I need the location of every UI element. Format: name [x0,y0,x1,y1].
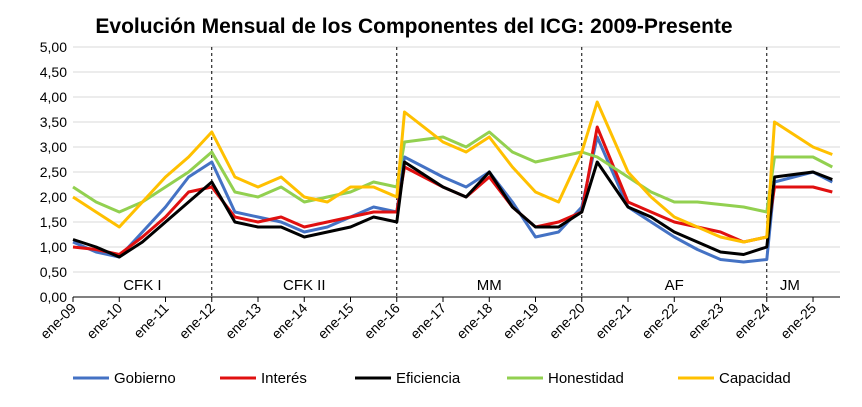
series-line-eficiencia [72,160,833,259]
legend-label: Gobierno [114,370,176,387]
period-label: JM [780,277,800,294]
period-label: AF [665,277,684,294]
x-tick-label: ene-21 [592,300,634,342]
x-axis: ene-09 ene-10 ene-11 ene-12 ene-13 ene-14 ene-… [37,296,840,342]
y-tick-label: 4,50 [40,64,67,80]
y-tick-label: 2,00 [40,189,67,205]
legend-label: Interés [261,370,307,387]
y-tick-label: 5,00 [40,39,67,55]
x-tick-label: ene-16 [361,300,403,342]
series-line-capacidad [72,100,833,244]
x-tick-label: ene-10 [83,300,125,342]
y-tick-label: 4,00 [40,89,67,105]
x-tick-label: ene-19 [499,300,541,342]
x-tick-label: ene-14 [268,300,310,342]
y-axis-ticks: 0,00 0,50 1,00 1,50 2,00 2,50 3,00 3,50 4,00 4,50… [40,39,67,305]
x-tick-label: ene-09 [37,300,79,342]
gridlines [73,46,840,298]
x-tick-label: ene-17 [407,300,449,342]
period-label: CFK I [123,277,161,294]
x-tick-label: ene-22 [638,300,680,342]
series-line-gobierno [72,135,833,264]
x-tick-label: ene-12 [176,300,218,342]
x-tick-label: ene-20 [546,300,588,342]
x-tick-label: ene-25 [777,300,819,342]
y-tick-label: 0,50 [40,264,67,280]
period-labels: CFK I CFK II MM AF JM [123,277,800,294]
series-lines [72,100,833,264]
x-tick-label: ene-18 [453,300,495,342]
legend-label: Eficiencia [396,370,461,387]
chart-title: Evolución Mensual de los Componentes del… [95,15,732,38]
x-tick-label: ene-11 [130,300,172,342]
period-label: MM [477,277,502,294]
legend: Gobierno Interés Eficiencia Honestidad Capac… [73,370,791,387]
legend-label: Capacidad [719,370,791,387]
y-tick-label: 3,50 [40,114,67,130]
y-tick-label: 1,50 [40,214,67,230]
series-line-honestidad [72,130,833,214]
y-tick-label: 1,00 [40,239,67,255]
x-tick-label: ene-23 [684,300,726,342]
y-tick-label: 3,00 [40,139,67,155]
x-tick-label: ene-15 [314,300,356,342]
legend-label: Honestidad [548,370,624,387]
x-tick-label: ene-24 [731,300,773,342]
y-tick-label: 2,50 [40,164,67,180]
x-tick-label: ene-13 [222,300,264,342]
y-tick-label: 0,00 [40,289,67,305]
period-label: CFK II [283,277,326,294]
